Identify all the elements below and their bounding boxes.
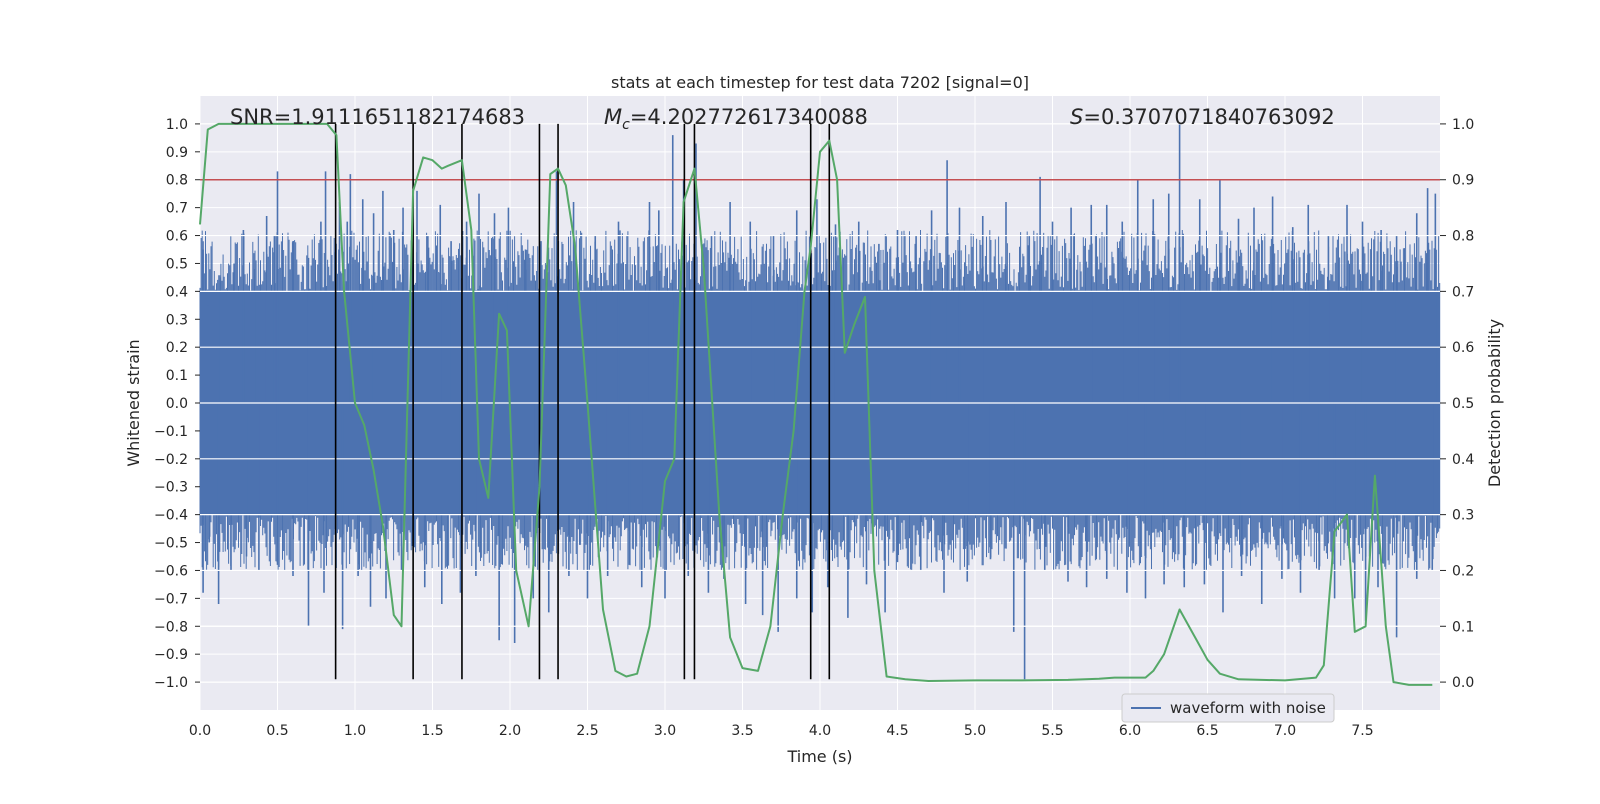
y-left-tick-label: −1.0 <box>154 675 188 691</box>
y-left-tick-label: −0.8 <box>154 619 188 635</box>
mc-value: =4.202772617340088 <box>630 105 868 129</box>
y-axis-label-left: Whitened strain <box>124 339 143 466</box>
x-axis-label: Time (s) <box>786 747 852 766</box>
x-tick-label: 5.5 <box>1041 723 1063 739</box>
y-left-tick-label: 0.3 <box>166 312 188 328</box>
mc-symbol: M <box>604 105 622 129</box>
x-tick-label: 1.5 <box>421 723 443 739</box>
y-left-tick-label: −0.2 <box>154 452 188 468</box>
x-tick-label: 0.0 <box>189 723 211 739</box>
y-right-tick-label: 0.6 <box>1452 340 1474 356</box>
probability-line <box>199 122 1433 686</box>
y-right-tick-label: 0.0 <box>1452 675 1474 691</box>
y-right-tick-label: 0.2 <box>1452 563 1474 579</box>
x-tick-label: 3.0 <box>654 723 676 739</box>
mc-annotation: Mc=4.202772617340088 <box>604 105 868 133</box>
y-left-tick-label: 0.5 <box>166 256 188 272</box>
y-axis-label-right: Detection probability <box>1485 319 1504 487</box>
y-left-tick-label: −0.4 <box>154 508 188 524</box>
overlay-grid <box>200 123 1440 683</box>
axes: 0.0 0.5 1.0 1.5 2.0 2.5 3.0 3.5 4.0 4.5 5.0 5.5 6.0 6… <box>154 117 1474 739</box>
y-left-tick-label: 0.1 <box>166 368 188 384</box>
s-annotation: S=0.3707071840763092 <box>1070 105 1335 129</box>
y-left-tick-label: 1.0 <box>166 117 188 133</box>
y-left-tick-label: 0.2 <box>166 340 188 356</box>
y-right-tick-label: 0.1 <box>1452 619 1474 635</box>
y-right-tick-label: 0.8 <box>1452 229 1474 245</box>
y-left-tick-label: −0.1 <box>154 424 188 440</box>
y-left-tick-label: −0.7 <box>154 591 188 607</box>
legend-label: waveform with noise <box>1170 699 1326 717</box>
mc-subscript: c <box>622 117 630 133</box>
legend: waveform with noise <box>1121 693 1335 723</box>
y-left-tick-label: 0.0 <box>166 396 188 412</box>
x-tick-label: 4.5 <box>886 723 908 739</box>
y-left-tick-label: 0.9 <box>166 145 188 161</box>
y-left-tick-label: 0.8 <box>166 173 188 189</box>
x-tick-label: 5.0 <box>964 723 986 739</box>
detection-lines <box>334 123 831 680</box>
y-right-tick-label: 1.0 <box>1452 117 1474 133</box>
y-right-tick-label: 0.5 <box>1452 396 1474 412</box>
y-left-tick-label: −0.3 <box>154 480 188 496</box>
y-right-tick-label: 0.9 <box>1452 173 1474 189</box>
x-tick-label: 4.0 <box>809 723 831 739</box>
x-tick-label: 0.5 <box>266 723 288 739</box>
x-tick-label: 3.5 <box>731 723 753 739</box>
x-tick-label: 7.5 <box>1351 723 1373 739</box>
y-left-tick-label: −0.9 <box>154 647 188 663</box>
y-left-tick-label: 0.4 <box>166 284 188 300</box>
chart-title: stats at each timestep for test data 720… <box>611 73 1029 92</box>
s-symbol: S <box>1070 105 1083 129</box>
y-left-tick-label: 0.7 <box>166 201 188 217</box>
x-tick-label: 1.0 <box>344 723 366 739</box>
y-left-tick-label: 0.6 <box>166 229 188 245</box>
y-right-tick-label: 0.7 <box>1452 284 1474 300</box>
y-right-tick-label: 0.4 <box>1452 452 1474 468</box>
x-tick-label: 2.0 <box>499 723 521 739</box>
x-tick-label: 7.0 <box>1274 723 1296 739</box>
legend-box <box>1121 693 1335 723</box>
y-right-tick-label: 0.3 <box>1452 508 1474 524</box>
x-tick-label: 6.0 <box>1119 723 1141 739</box>
x-tick-label: 2.5 <box>576 723 598 739</box>
y-left-tick-label: −0.5 <box>154 536 188 552</box>
x-tick-label: 6.5 <box>1196 723 1218 739</box>
s-value: =0.3707071840763092 <box>1083 105 1334 129</box>
probability-series <box>199 122 1433 686</box>
y-left-tick-label: −0.6 <box>154 563 188 579</box>
snr-annotation: SNR=1.9111651182174683 <box>230 105 525 129</box>
